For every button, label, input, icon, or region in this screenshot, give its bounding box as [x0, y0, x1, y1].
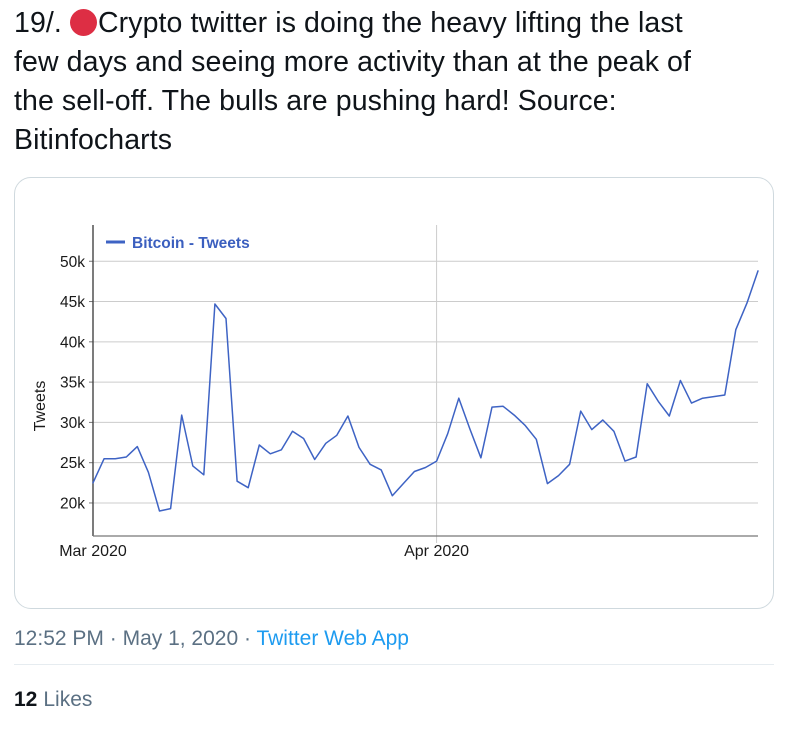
tweet-line-2: few days and seeing more activity than a…	[14, 46, 692, 78]
tweet-line-4: Bitinfocharts	[14, 124, 173, 156]
bitcoin-tweets-line-chart: 20k 25k 30k 35k 40k 45k 50k Mar 2020 Apr 2020 Twe…	[32, 225, 759, 560]
like-count: 12	[14, 688, 38, 711]
svg-text:Mar 2020: Mar 2020	[59, 543, 127, 560]
tweet-meta-row: 12:52 PM · May 1, 2020 · Twitter Web App	[14, 626, 774, 652]
tweet-line-1: 19/. Crypto twitter is doing the heavy l…	[14, 4, 774, 43]
meta-separator: ·	[244, 627, 251, 650]
divider	[14, 664, 774, 665]
svg-text:20k: 20k	[60, 495, 85, 512]
y-axis-label: Tweets	[32, 381, 49, 432]
svg-text:30k: 30k	[60, 415, 85, 432]
tweet-line-1-text: Crypto twitter is doing the heavy liftin…	[97, 7, 683, 39]
svg-text:35k: 35k	[60, 375, 85, 392]
svg-text:50k: 50k	[60, 254, 85, 271]
svg-text:25k: 25k	[60, 455, 85, 472]
like-label: Likes	[43, 688, 93, 711]
red-circle-emoji	[69, 9, 97, 36]
tweet-line-3: the sell-off. The bulls are pushing hard…	[14, 85, 617, 117]
timestamp-time: 12:52 PM	[14, 627, 104, 650]
svg-text:45k: 45k	[60, 294, 85, 311]
tweet-line-1-prefix: 19/.	[14, 7, 70, 39]
svg-text:Bitcoin - Tweets: Bitcoin - Tweets	[132, 235, 250, 252]
tweet-text: 19/. Crypto twitter is doing the heavy l…	[14, 4, 774, 160]
svg-text:Apr 2020: Apr 2020	[404, 543, 469, 560]
source-app-link[interactable]: Twitter Web App	[256, 627, 409, 650]
like-count-row[interactable]: 12 Likes	[14, 687, 774, 713]
meta-separator: ·	[109, 627, 117, 650]
svg-text:40k: 40k	[60, 334, 85, 351]
attached-chart-image[interactable]: 20k 25k 30k 35k 40k 45k 50k Mar 2020 Apr 2020 Twe…	[14, 177, 774, 609]
timestamp-date: May 1, 2020	[122, 627, 239, 650]
